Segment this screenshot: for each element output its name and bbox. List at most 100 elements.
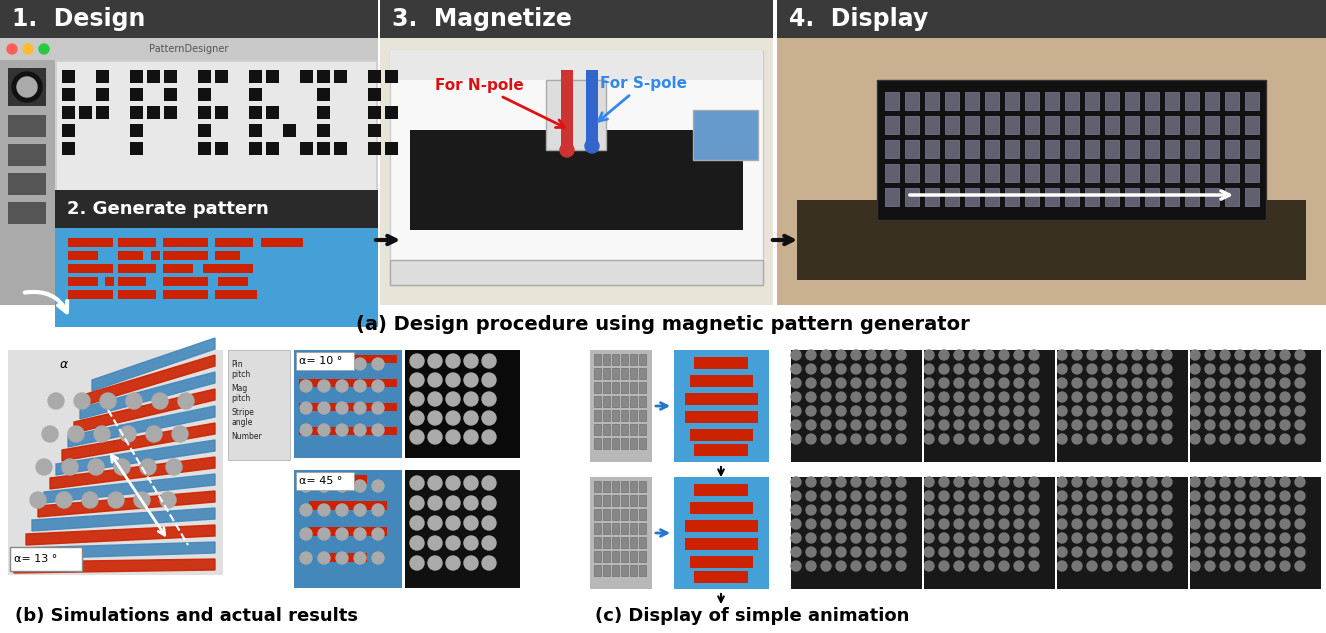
Polygon shape bbox=[74, 389, 215, 433]
Bar bbox=[215, 142, 228, 155]
Circle shape bbox=[481, 556, 496, 570]
Circle shape bbox=[114, 459, 130, 475]
Circle shape bbox=[1071, 505, 1082, 515]
Bar bbox=[674, 350, 769, 462]
Bar bbox=[603, 495, 610, 506]
Bar bbox=[334, 70, 347, 83]
Circle shape bbox=[1265, 519, 1276, 529]
Circle shape bbox=[821, 533, 831, 543]
Circle shape bbox=[821, 392, 831, 402]
Bar bbox=[613, 368, 619, 379]
Circle shape bbox=[1132, 406, 1142, 416]
Bar bbox=[926, 188, 939, 206]
Bar bbox=[54, 228, 378, 327]
Bar bbox=[621, 438, 629, 449]
Circle shape bbox=[924, 364, 934, 374]
Circle shape bbox=[1147, 406, 1158, 416]
Circle shape bbox=[953, 350, 964, 360]
Circle shape bbox=[896, 392, 906, 402]
Circle shape bbox=[880, 477, 891, 487]
Circle shape bbox=[446, 536, 460, 550]
Circle shape bbox=[998, 561, 1009, 571]
Polygon shape bbox=[80, 372, 215, 419]
Circle shape bbox=[48, 393, 64, 409]
Circle shape bbox=[1014, 364, 1024, 374]
Bar bbox=[294, 350, 402, 458]
Bar bbox=[690, 502, 753, 514]
Circle shape bbox=[134, 492, 150, 508]
Bar bbox=[621, 396, 629, 407]
Circle shape bbox=[835, 420, 846, 430]
Circle shape bbox=[1071, 420, 1082, 430]
Circle shape bbox=[1071, 434, 1082, 444]
Bar bbox=[68, 238, 113, 247]
Circle shape bbox=[1280, 392, 1290, 402]
Circle shape bbox=[984, 364, 994, 374]
Circle shape bbox=[172, 426, 188, 442]
Bar bbox=[62, 142, 76, 155]
Circle shape bbox=[1250, 406, 1260, 416]
Circle shape bbox=[835, 505, 846, 515]
Circle shape bbox=[984, 420, 994, 430]
Circle shape bbox=[835, 350, 846, 360]
Circle shape bbox=[1087, 378, 1097, 388]
Bar bbox=[249, 142, 263, 155]
Bar bbox=[1245, 116, 1258, 134]
Bar bbox=[317, 88, 330, 101]
Bar bbox=[639, 424, 646, 435]
Circle shape bbox=[806, 519, 815, 529]
Bar bbox=[298, 403, 396, 411]
Circle shape bbox=[428, 556, 442, 570]
Circle shape bbox=[1205, 364, 1215, 374]
Circle shape bbox=[1132, 505, 1142, 515]
Circle shape bbox=[1029, 378, 1040, 388]
Circle shape bbox=[1071, 477, 1082, 487]
Bar bbox=[8, 173, 46, 195]
Text: 1.  Design: 1. Design bbox=[12, 7, 146, 31]
Circle shape bbox=[851, 420, 861, 430]
Circle shape bbox=[969, 477, 979, 487]
Circle shape bbox=[896, 364, 906, 374]
Circle shape bbox=[835, 406, 846, 416]
Circle shape bbox=[446, 516, 460, 530]
Bar bbox=[985, 140, 998, 158]
Circle shape bbox=[464, 411, 477, 425]
Bar bbox=[1105, 116, 1119, 134]
Circle shape bbox=[939, 547, 949, 557]
Circle shape bbox=[1189, 505, 1200, 515]
Bar bbox=[1188, 477, 1189, 589]
Circle shape bbox=[1087, 392, 1097, 402]
Bar bbox=[594, 523, 601, 534]
Circle shape bbox=[1071, 547, 1082, 557]
Circle shape bbox=[373, 528, 385, 540]
Bar bbox=[0, 0, 378, 38]
Bar bbox=[385, 142, 398, 155]
Circle shape bbox=[1116, 533, 1127, 543]
Circle shape bbox=[354, 358, 366, 370]
Circle shape bbox=[1220, 477, 1231, 487]
Circle shape bbox=[924, 491, 934, 501]
Circle shape bbox=[1102, 378, 1113, 388]
Circle shape bbox=[335, 552, 347, 564]
Circle shape bbox=[1132, 378, 1142, 388]
Circle shape bbox=[969, 561, 979, 571]
Circle shape bbox=[953, 364, 964, 374]
Circle shape bbox=[1205, 547, 1215, 557]
Circle shape bbox=[335, 358, 347, 370]
Circle shape bbox=[866, 505, 876, 515]
Circle shape bbox=[1102, 406, 1113, 416]
Text: 2. Generate pattern: 2. Generate pattern bbox=[68, 200, 269, 218]
Circle shape bbox=[1250, 434, 1260, 444]
Bar bbox=[317, 106, 330, 119]
Bar bbox=[1225, 92, 1238, 110]
Circle shape bbox=[792, 491, 801, 501]
Circle shape bbox=[1087, 477, 1097, 487]
Bar bbox=[621, 509, 629, 520]
Circle shape bbox=[1057, 350, 1067, 360]
Bar bbox=[603, 537, 610, 548]
Circle shape bbox=[1205, 350, 1215, 360]
Bar bbox=[130, 142, 143, 155]
Circle shape bbox=[1189, 533, 1200, 543]
Bar bbox=[1205, 116, 1219, 134]
Circle shape bbox=[835, 519, 846, 529]
